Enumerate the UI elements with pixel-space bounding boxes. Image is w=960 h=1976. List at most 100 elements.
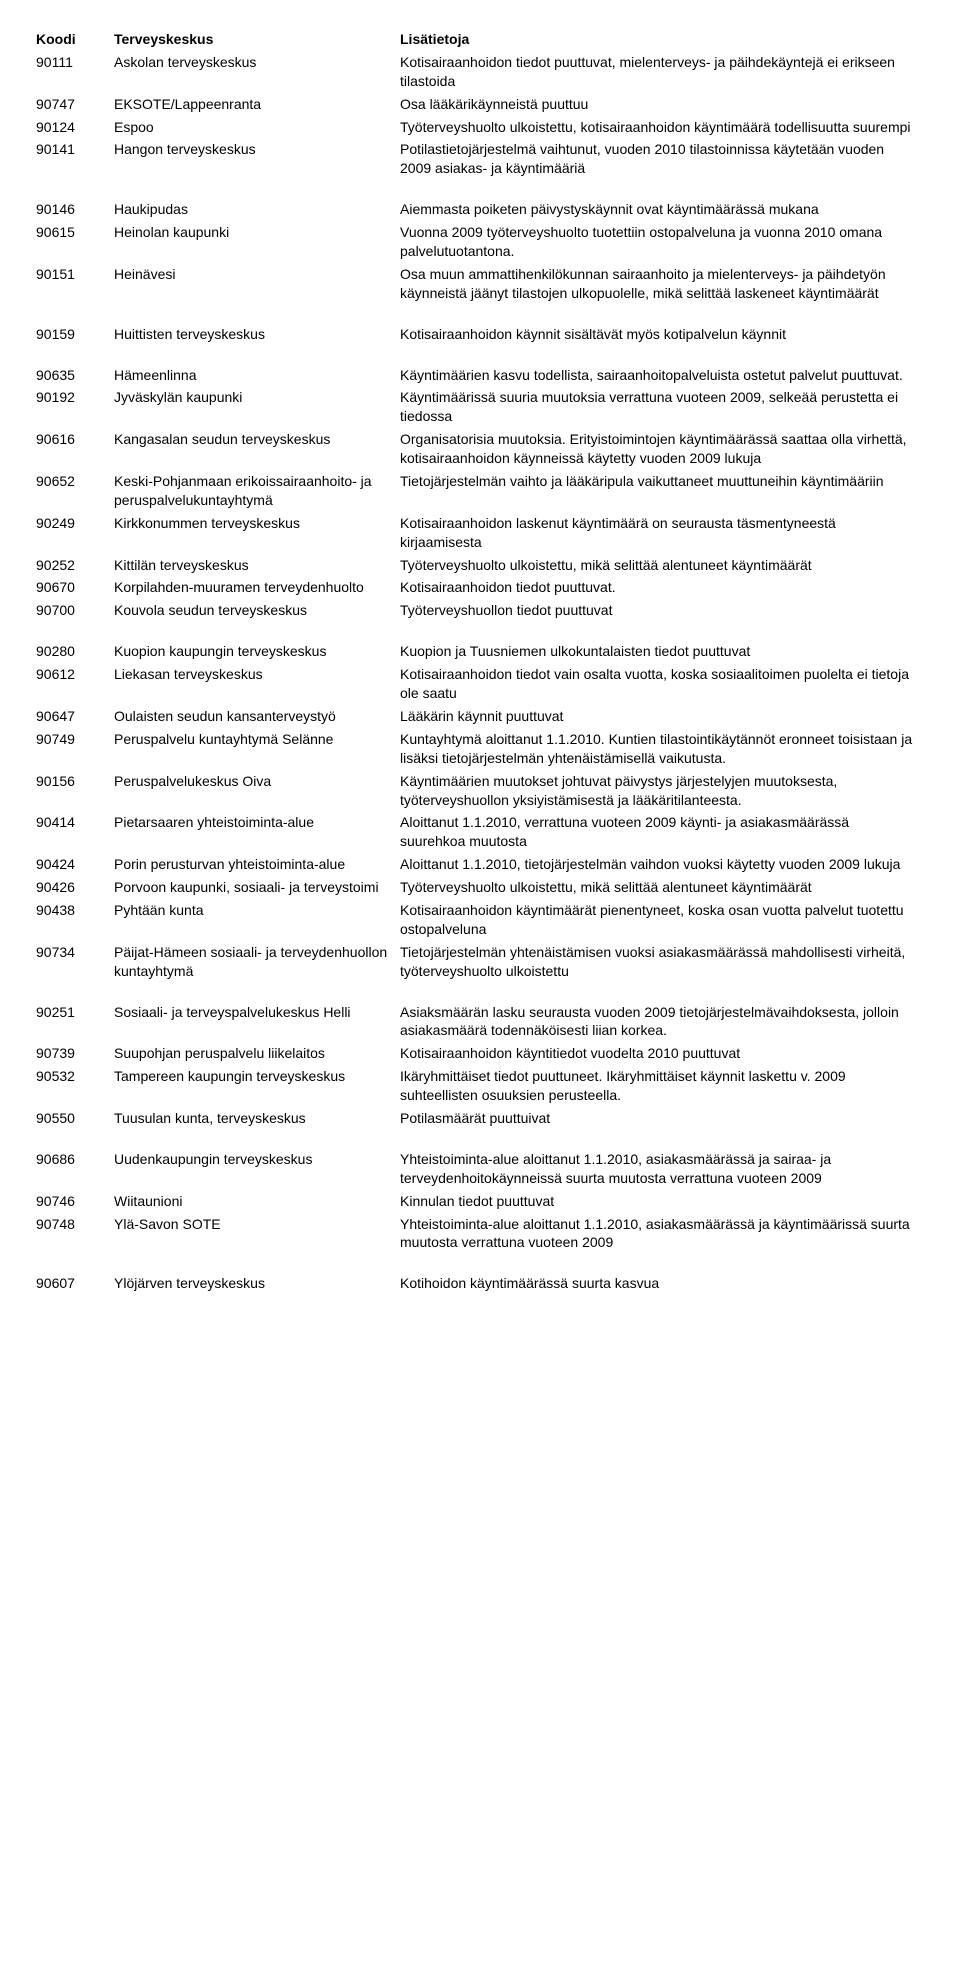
table-row: 90748Ylä-Savon SOTEYhteistoiminta-alue a… <box>36 1213 924 1255</box>
cell-koodi: 90615 <box>36 221 114 263</box>
cell-nimi: Hangon terveyskeskus <box>114 138 400 180</box>
cell-koodi: 90670 <box>36 576 114 599</box>
table-row: 90612Liekasan terveyskeskusKotisairaanho… <box>36 663 924 705</box>
header-info: Lisätietoja <box>400 28 924 51</box>
cell-koodi: 90146 <box>36 198 114 221</box>
table-row: 90734Päijat-Hämeen sosiaali- ja terveyde… <box>36 941 924 983</box>
cell-nimi: Porvoon kaupunki, sosiaali- ja terveysto… <box>114 876 400 899</box>
cell-info: Käyntimäärissä suuria muutoksia verrattu… <box>400 386 924 428</box>
cell-koodi: 90700 <box>36 599 114 622</box>
cell-info: Työterveyshuolto ulkoistettu, kotisairaa… <box>400 116 924 139</box>
cell-nimi: Huittisten terveyskeskus <box>114 323 400 346</box>
cell-koodi: 90192 <box>36 386 114 428</box>
cell-koodi: 90280 <box>36 640 114 663</box>
cell-koodi: 90156 <box>36 770 114 812</box>
table-row: 90141Hangon terveyskeskusPotilastietojär… <box>36 138 924 180</box>
cell-info: Potilastietojärjestelmä vaihtunut, vuode… <box>400 138 924 180</box>
cell-koodi: 90151 <box>36 263 114 305</box>
table-row: 90615Heinolan kaupunkiVuonna 2009 työter… <box>36 221 924 263</box>
table-row: 90700Kouvola seudun terveyskeskusTyöterv… <box>36 599 924 622</box>
table-row: 90746WiitaunioniKinnulan tiedot puuttuva… <box>36 1190 924 1213</box>
cell-info: Kuntayhtymä aloittanut 1.1.2010. Kuntien… <box>400 728 924 770</box>
cell-nimi: Pyhtään kunta <box>114 899 400 941</box>
table-header-row: Koodi Terveyskeskus Lisätietoja <box>36 28 924 51</box>
cell-koodi: 90734 <box>36 941 114 983</box>
group-gap <box>36 983 924 1001</box>
cell-nimi: Jyväskylän kaupunki <box>114 386 400 428</box>
cell-info: Kotisairaanhoidon laskenut käyntimäärä o… <box>400 512 924 554</box>
cell-nimi: Espoo <box>114 116 400 139</box>
table-row: 90124EspooTyöterveyshuolto ulkoistettu, … <box>36 116 924 139</box>
cell-koodi: 90124 <box>36 116 114 139</box>
cell-koodi: 90616 <box>36 428 114 470</box>
cell-nimi: Haukipudas <box>114 198 400 221</box>
cell-nimi: Kouvola seudun terveyskeskus <box>114 599 400 622</box>
cell-koodi: 90532 <box>36 1065 114 1107</box>
cell-nimi: Oulaisten seudun kansanterveystyö <box>114 705 400 728</box>
cell-nimi: Peruspalvelu kuntayhtymä Selänne <box>114 728 400 770</box>
cell-koodi: 90251 <box>36 1001 114 1043</box>
table-row: 90426Porvoon kaupunki, sosiaali- ja terv… <box>36 876 924 899</box>
table-row: 90635HämeenlinnaKäyntimäärien kasvu tode… <box>36 364 924 387</box>
cell-koodi: 90414 <box>36 811 114 853</box>
cell-nimi: Peruspalvelukeskus Oiva <box>114 770 400 812</box>
cell-koodi: 90438 <box>36 899 114 941</box>
table-row: 90280Kuopion kaupungin terveyskeskusKuop… <box>36 640 924 663</box>
cell-info: Kinnulan tiedot puuttuvat <box>400 1190 924 1213</box>
cell-koodi: 90647 <box>36 705 114 728</box>
cell-koodi: 90749 <box>36 728 114 770</box>
cell-nimi: Tampereen kaupungin terveyskeskus <box>114 1065 400 1107</box>
cell-info: Organisatorisia muutoksia. Erityistoimin… <box>400 428 924 470</box>
cell-koodi: 90635 <box>36 364 114 387</box>
cell-koodi: 90550 <box>36 1107 114 1130</box>
table-row: 90607Ylöjärven terveyskeskusKotihoidon k… <box>36 1272 924 1295</box>
cell-nimi: Päijat-Hämeen sosiaali- ja terveydenhuol… <box>114 941 400 983</box>
cell-nimi: Ylöjärven terveyskeskus <box>114 1272 400 1295</box>
cell-info: Kotisairaanhoidon käyntitiedot vuodelta … <box>400 1042 924 1065</box>
table-row: 90686Uudenkaupungin terveyskeskusYhteist… <box>36 1148 924 1190</box>
cell-info: Käyntimäärien kasvu todellista, sairaanh… <box>400 364 924 387</box>
cell-koodi: 90747 <box>36 93 114 116</box>
cell-nimi: Askolan terveyskeskus <box>114 51 400 93</box>
group-gap <box>36 180 924 198</box>
cell-koodi: 90424 <box>36 853 114 876</box>
cell-info: Kotihoidon käyntimäärässä suurta kasvua <box>400 1272 924 1295</box>
cell-nimi: Tuusulan kunta, terveyskeskus <box>114 1107 400 1130</box>
cell-nimi: Kuopion kaupungin terveyskeskus <box>114 640 400 663</box>
cell-nimi: Hämeenlinna <box>114 364 400 387</box>
cell-info: Yhteistoiminta-alue aloittanut 1.1.2010,… <box>400 1213 924 1255</box>
cell-koodi: 90748 <box>36 1213 114 1255</box>
table-row: 90749Peruspalvelu kuntayhtymä SelänneKun… <box>36 728 924 770</box>
cell-info: Ikäryhmittäiset tiedot puuttuneet. Ikäry… <box>400 1065 924 1107</box>
table-row: 90532Tampereen kaupungin terveyskeskusIk… <box>36 1065 924 1107</box>
table-row: 90159Huittisten terveyskeskusKotisairaan… <box>36 323 924 346</box>
table-row: 90424Porin perusturvan yhteistoiminta-al… <box>36 853 924 876</box>
cell-nimi: Wiitaunioni <box>114 1190 400 1213</box>
cell-info: Käyntimäärien muutokset johtuvat päivyst… <box>400 770 924 812</box>
table-row: 90249Kirkkonummen terveyskeskusKotisaira… <box>36 512 924 554</box>
cell-nimi: Kittilän terveyskeskus <box>114 554 400 577</box>
table-row: 90151HeinävesiOsa muun ammattihenkilökun… <box>36 263 924 305</box>
cell-koodi: 90746 <box>36 1190 114 1213</box>
cell-nimi: Korpilahden-muuramen terveydenhuolto <box>114 576 400 599</box>
table-row: 90251Sosiaali- ja terveyspalvelukeskus H… <box>36 1001 924 1043</box>
table-row: 90111Askolan terveyskeskusKotisairaanhoi… <box>36 51 924 93</box>
table-row: 90252Kittilän terveyskeskusTyöterveyshuo… <box>36 554 924 577</box>
cell-nimi: Pietarsaaren yhteistoiminta-alue <box>114 811 400 853</box>
cell-nimi: Ylä-Savon SOTE <box>114 1213 400 1255</box>
table-row: 90652Keski-Pohjanmaan erikoissairaanhoit… <box>36 470 924 512</box>
cell-info: Osa muun ammattihenkilökunnan sairaanhoi… <box>400 263 924 305</box>
cell-info: Tietojärjestelmän vaihto ja lääkäripula … <box>400 470 924 512</box>
table-row: 90616Kangasalan seudun terveyskeskusOrga… <box>36 428 924 470</box>
group-gap <box>36 1254 924 1272</box>
cell-info: Aiemmasta poiketen päivystyskäynnit ovat… <box>400 198 924 221</box>
table-row: 90670Korpilahden-muuramen terveydenhuolt… <box>36 576 924 599</box>
cell-nimi: Liekasan terveyskeskus <box>114 663 400 705</box>
cell-info: Kotisairaanhoidon tiedot vain osalta vuo… <box>400 663 924 705</box>
cell-nimi: Suupohjan peruspalvelu liikelaitos <box>114 1042 400 1065</box>
table-row: 90739Suupohjan peruspalvelu liikelaitosK… <box>36 1042 924 1065</box>
cell-info: Työterveyshuolto ulkoistettu, mikä selit… <box>400 554 924 577</box>
group-gap <box>36 1130 924 1148</box>
cell-koodi: 90252 <box>36 554 114 577</box>
cell-koodi: 90739 <box>36 1042 114 1065</box>
